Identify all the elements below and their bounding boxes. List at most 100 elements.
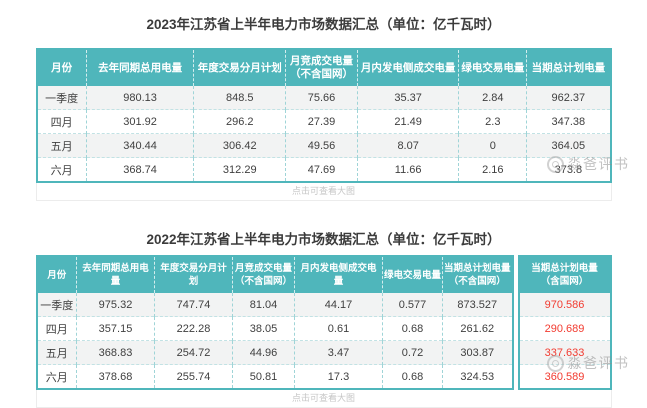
value-cell: 81.04: [232, 293, 295, 317]
view-larger-hint[interactable]: 点击可查看大图: [35, 183, 612, 201]
value-cell: 324.53: [442, 364, 513, 389]
value-cell: 11.66: [356, 157, 459, 182]
header-row: 当期总计划电量 （含国网）: [518, 256, 611, 293]
value-cell: 0.61: [294, 316, 383, 341]
column-header: 年度交易分月计划: [154, 256, 233, 293]
value-cell: 962.37: [526, 86, 611, 110]
value-cell: 0.68: [382, 316, 443, 341]
value-cell: 980.13: [85, 86, 194, 110]
data-table: 月份 去年同期总用电量 年度交易分月计划 月竞成交电量 （不含国网） 月内发电侧成交电量…: [35, 255, 514, 390]
value-cell: 0.72: [382, 340, 443, 365]
value-cell: 0.68: [382, 364, 443, 389]
value-cell: 373.8: [526, 157, 611, 182]
column-header: 月内发电侧成交电量: [294, 256, 383, 293]
table-title-2022: 2022年江苏省上半年电力市场数据汇总（单位：亿千瓦时）: [146, 232, 501, 247]
month-cell: 六月: [36, 157, 87, 182]
column-header: 月份: [36, 256, 77, 293]
value-cell: 364.05: [526, 133, 611, 158]
value-cell: 360.589: [518, 364, 611, 389]
table-row: 六月 368.74 312.29 47.69 11.66 2.16 373.8: [36, 157, 611, 182]
column-header: 年度交易分月计划: [193, 49, 286, 86]
value-cell: 0.577: [382, 293, 443, 317]
value-cell: 261.62: [442, 316, 513, 341]
table-row: 290.689: [518, 316, 611, 341]
value-cell: 222.28: [154, 316, 233, 341]
value-cell: 44.96: [232, 340, 295, 365]
value-cell: 337.633: [518, 340, 611, 365]
data-table: 当期总计划电量 （含国网） 970.586 290.689 337.633 360.58…: [517, 255, 612, 390]
value-cell: 970.586: [518, 293, 611, 317]
value-cell: 368.83: [76, 340, 155, 365]
value-cell: 38.05: [232, 316, 295, 341]
column-header: 去年同期总用电量: [76, 256, 155, 293]
value-cell: 368.74: [85, 157, 194, 182]
value-cell: 49.56: [285, 133, 358, 158]
value-cell: 44.17: [294, 293, 383, 317]
value-cell: 3.47: [294, 340, 383, 365]
value-cell: 50.81: [232, 364, 295, 389]
column-header: 绿电交易电量: [458, 49, 527, 86]
value-cell: 303.87: [442, 340, 513, 365]
table-2022-grid-main: 月份 去年同期总用电量 年度交易分月计划 月竞成交电量 （不含国网） 月内发电侧成交电量…: [35, 255, 514, 390]
value-cell: 2.3: [458, 109, 527, 134]
value-cell: 21.49: [356, 109, 459, 134]
value-cell: 340.44: [85, 133, 194, 158]
table-2022: 月份 去年同期总用电量 年度交易分月计划 月竞成交电量 （不含国网） 月内发电侧成交电量…: [35, 255, 612, 390]
value-cell: 8.07: [356, 133, 459, 158]
data-table: 月份 去年同期总用电量 年度交易分月计划 月竞成交电量 （不含国网） 月内发电侧成交电量…: [35, 48, 612, 183]
table-block-2023: 2023年江苏省上半年电力市场数据汇总（单位：亿千瓦时） 月份 去年同期总用电量年…: [35, 14, 628, 201]
value-cell: 290.689: [518, 316, 611, 341]
table-2023-grid: 月份 去年同期总用电量 年度交易分月计划 月竞成交电量 （不含国网） 月内发电侧成交电量…: [35, 48, 612, 183]
table-row: 五月 340.44 306.42 49.56 8.07 0 364.05: [36, 133, 611, 158]
column-header: 去年同期总用电量: [85, 49, 194, 86]
value-cell: 301.92: [85, 109, 194, 134]
table-2022-grid-total-incl-grid: 当期总计划电量 （含国网） 970.586 290.689 337.633 360.58…: [517, 255, 612, 390]
value-cell: 347.38: [526, 109, 611, 134]
header-row: 月份 去年同期总用电量 年度交易分月计划 月竞成交电量 （不含国网） 月内发电侧成交电量…: [36, 49, 611, 86]
month-cell: 六月: [36, 364, 77, 389]
value-cell: 35.37: [356, 86, 459, 110]
value-cell: 2.84: [458, 86, 527, 110]
value-cell: 0: [458, 133, 527, 158]
value-cell: 873.527: [442, 293, 513, 317]
table-row: 360.589: [518, 364, 611, 389]
month-cell: 四月: [36, 316, 77, 341]
column-header: 月内发电侧成交电量: [356, 49, 459, 86]
table-2023: 月份 去年同期总用电量 年度交易分月计划 月竞成交电量 （不含国网） 月内发电侧成交电量…: [35, 48, 612, 183]
table-row: 六月 378.68 255.74 50.81 17.3 0.68 324.53: [36, 364, 513, 389]
column-header: 月竞成交电量 （不含国网）: [232, 256, 295, 293]
column-header: 当期总计划电量: [526, 49, 611, 86]
value-cell: 17.3: [294, 364, 383, 389]
month-cell: 一季度: [36, 293, 77, 317]
table-row: 四月 301.92 296.2 27.39 21.49 2.3 347.38: [36, 109, 611, 134]
column-header: 绿电交易电量: [382, 256, 443, 293]
value-cell: 47.69: [285, 157, 358, 182]
value-cell: 975.32: [76, 293, 155, 317]
value-cell: 848.5: [193, 86, 286, 110]
table-row: 337.633: [518, 340, 611, 365]
value-cell: 357.15: [76, 316, 155, 341]
table-title-2023: 2023年江苏省上半年电力市场数据汇总（单位：亿千瓦时）: [146, 17, 501, 32]
value-cell: 378.68: [76, 364, 155, 389]
table-block-2022: 2022年江苏省上半年电力市场数据汇总（单位：亿千瓦时） 月份 去年同期总用电量年…: [35, 229, 628, 408]
value-cell: 306.42: [193, 133, 286, 158]
month-cell: 五月: [36, 340, 77, 365]
column-header: 月份: [36, 49, 87, 86]
value-cell: 747.74: [154, 293, 233, 317]
table-row: 970.586: [518, 293, 611, 317]
table-row: 一季度 975.32 747.74 81.04 44.17 0.577 873.527: [36, 293, 513, 317]
value-cell: 2.16: [458, 157, 527, 182]
column-header: 月竞成交电量 （不含国网）: [285, 49, 358, 86]
value-cell: 254.72: [154, 340, 233, 365]
value-cell: 27.39: [285, 109, 358, 134]
view-larger-hint[interactable]: 点击可查看大图: [35, 390, 612, 408]
table-row: 四月 357.15 222.28 38.05 0.61 0.68 261.62: [36, 316, 513, 341]
month-cell: 四月: [36, 109, 87, 134]
header-row: 月份 去年同期总用电量 年度交易分月计划 月竞成交电量 （不含国网） 月内发电侧成交电量…: [36, 256, 513, 293]
value-cell: 312.29: [193, 157, 286, 182]
value-cell: 255.74: [154, 364, 233, 389]
table-row: 一季度 980.13 848.5 75.66 35.37 2.84 962.37: [36, 86, 611, 110]
column-header: 当期总计划电量 （不含国网）: [442, 256, 513, 293]
month-cell: 一季度: [36, 86, 87, 110]
